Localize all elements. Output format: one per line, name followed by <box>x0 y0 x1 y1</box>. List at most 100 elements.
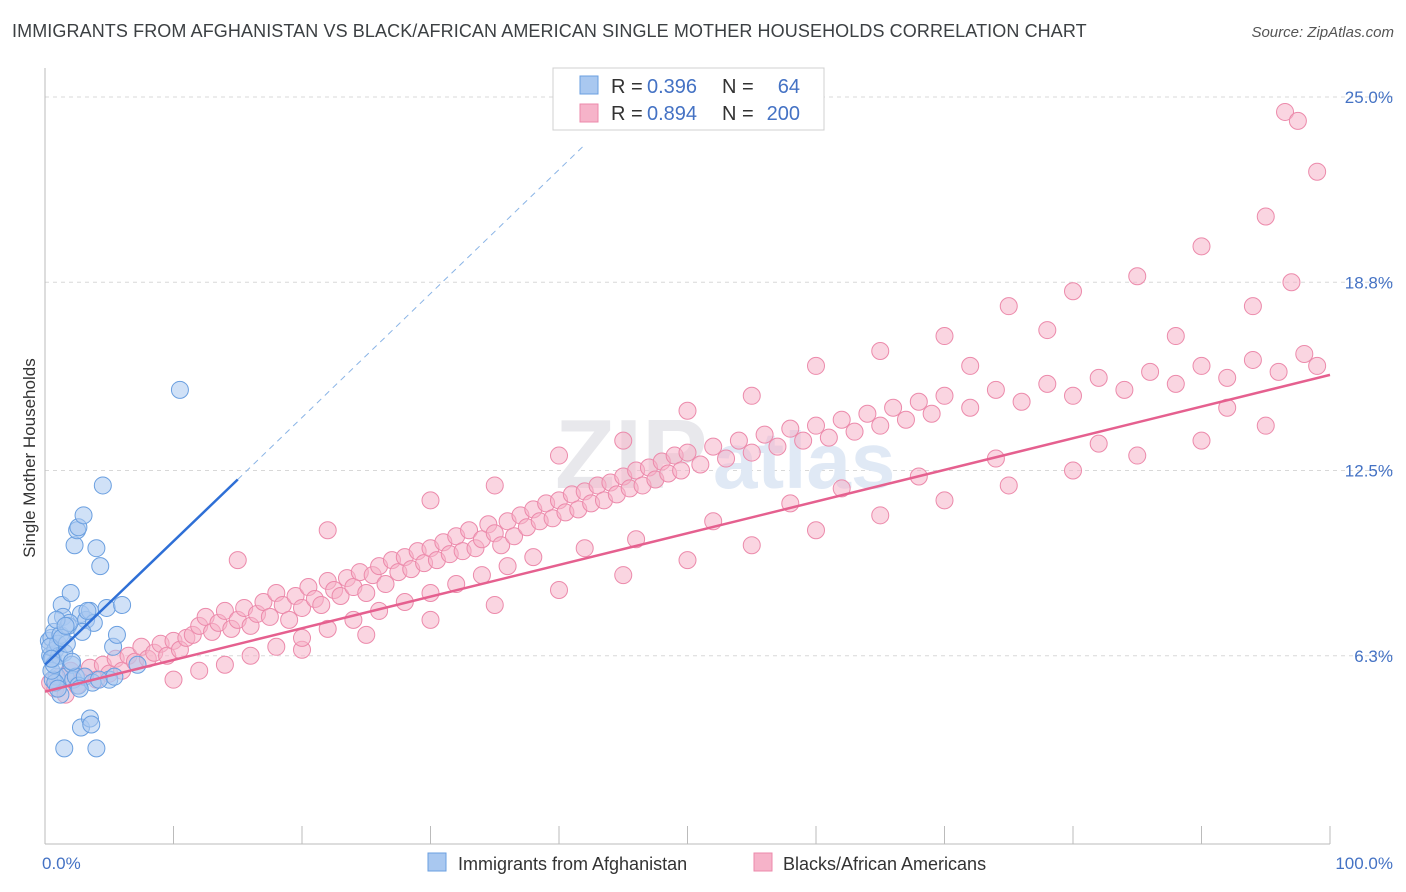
pink-point-43 <box>312 595 331 614</box>
bottom-legend-pink-label: Blacks/African Americans <box>783 854 986 874</box>
pink-point-107 <box>768 437 787 456</box>
blue-trend-line <box>44 478 239 666</box>
y-tick-label-3: 25.0% <box>1345 88 1393 107</box>
pink-point-144 <box>807 356 825 375</box>
blue-point-15 <box>61 584 80 603</box>
pink-point-139 <box>485 476 504 495</box>
pink-point-141 <box>614 431 633 450</box>
pink-point-130 <box>1192 356 1211 375</box>
bottom-legend: Immigrants from Afghanistan Blacks/Afric… <box>427 852 986 874</box>
pink-point-112 <box>832 410 851 429</box>
pink-point-105 <box>742 443 761 462</box>
pink-point-126 <box>1089 368 1108 387</box>
pink-point-176 <box>164 670 183 689</box>
legend-pink-n-value: 200 <box>767 103 800 125</box>
pink-point-174 <box>1192 431 1211 450</box>
pink-point-163 <box>485 595 504 614</box>
pink-point-128 <box>1141 362 1160 381</box>
pink-point-150 <box>1192 237 1211 256</box>
pink-point-106 <box>755 425 774 444</box>
pink-point-108 <box>781 419 800 438</box>
legend-blue-n-value: 64 <box>778 76 800 98</box>
pink-point-100 <box>678 443 697 462</box>
pink-point-40 <box>293 598 311 617</box>
axes <box>44 68 1331 845</box>
pink-point-148 <box>1064 282 1082 301</box>
pink-point-136 <box>228 551 247 570</box>
blue-point-37 <box>87 739 106 758</box>
pink-point-109 <box>794 431 813 450</box>
pink-point-66 <box>460 521 479 540</box>
pink-point-132 <box>1243 350 1262 369</box>
y-tick-label-2: 18.8% <box>1345 273 1393 292</box>
pink-point-99 <box>672 461 691 480</box>
pink-point-189 <box>498 557 517 576</box>
pink-point-133 <box>1269 362 1288 381</box>
pink-point-198 <box>1089 434 1108 453</box>
pink-point-191 <box>575 539 594 558</box>
blue-series-points <box>39 380 189 758</box>
blue-point-62 <box>170 380 189 399</box>
pink-point-35 <box>260 607 279 626</box>
pink-point-38 <box>280 610 299 629</box>
y-axis-title: Single Mother Households <box>20 358 39 557</box>
y-tick-labels: 6.3% 12.5% 18.8% 25.0% <box>1345 88 1393 666</box>
pink-point-165 <box>614 566 633 585</box>
pink-point-135 <box>1308 356 1327 375</box>
pink-point-124 <box>1038 374 1057 393</box>
pink-point-103 <box>717 449 736 468</box>
pink-point-171 <box>999 476 1018 495</box>
blue-point-32 <box>107 625 126 644</box>
pink-point-156 <box>1243 297 1262 316</box>
pink-point-147 <box>999 297 1018 316</box>
pink-point-179 <box>241 646 260 665</box>
pink-point-162 <box>421 610 440 629</box>
blue-point-50 <box>73 622 92 641</box>
legend-pink-r-label: R = <box>611 103 643 125</box>
pink-point-127 <box>1115 380 1134 399</box>
pink-point-101 <box>691 455 710 474</box>
pink-point-158 <box>1038 321 1057 340</box>
pink-point-169 <box>871 506 890 525</box>
pink-point-71 <box>492 536 511 555</box>
blue-point-54 <box>78 601 97 620</box>
blue-point-22 <box>74 506 93 525</box>
pink-point-167 <box>742 536 761 555</box>
source-label: Source: ZipAtlas.com <box>1251 24 1394 41</box>
pink-point-181 <box>293 628 311 647</box>
pink-point-114 <box>858 404 877 423</box>
pink-point-145 <box>871 341 890 360</box>
pink-point-46 <box>331 586 350 605</box>
legend-blue-r-value: 0.396 <box>647 76 697 98</box>
legend-box: R = 0.396 N = 64 R = 0.894 N = 200 <box>552 67 825 131</box>
pink-point-37 <box>273 595 292 614</box>
legend-blue-r-label: R = <box>611 76 643 98</box>
pink-point-155 <box>1282 273 1301 292</box>
trend-lines <box>44 144 1331 693</box>
pink-point-119 <box>922 404 941 423</box>
pink-point-178 <box>215 655 234 674</box>
pink-point-188 <box>472 566 491 585</box>
blue-point-26 <box>87 539 106 558</box>
x-tick-labels: 0.0% 100.0% <box>42 854 1393 873</box>
bottom-legend-blue-swatch <box>427 852 447 872</box>
pink-point-195 <box>832 479 851 498</box>
pink-point-110 <box>807 416 825 435</box>
pink-point-172 <box>1064 461 1082 480</box>
pink-point-102 <box>704 437 723 456</box>
pink-point-142 <box>678 401 697 420</box>
pink-series-points <box>41 102 1327 704</box>
y-tick-label-0: 6.3% <box>1354 647 1393 666</box>
pink-point-120 <box>935 386 954 405</box>
pink-point-125 <box>1064 386 1082 405</box>
pink-point-122 <box>986 380 1005 399</box>
blue-point-29 <box>97 598 116 617</box>
pink-point-180 <box>267 637 286 656</box>
x-tick-label-1: 100.0% <box>1335 854 1393 873</box>
pink-point-73 <box>505 527 524 546</box>
legend-pink-swatch <box>579 103 599 123</box>
pink-point-121 <box>961 398 980 417</box>
watermark-atlas: atlas <box>713 416 895 505</box>
pink-point-28 <box>215 601 234 620</box>
